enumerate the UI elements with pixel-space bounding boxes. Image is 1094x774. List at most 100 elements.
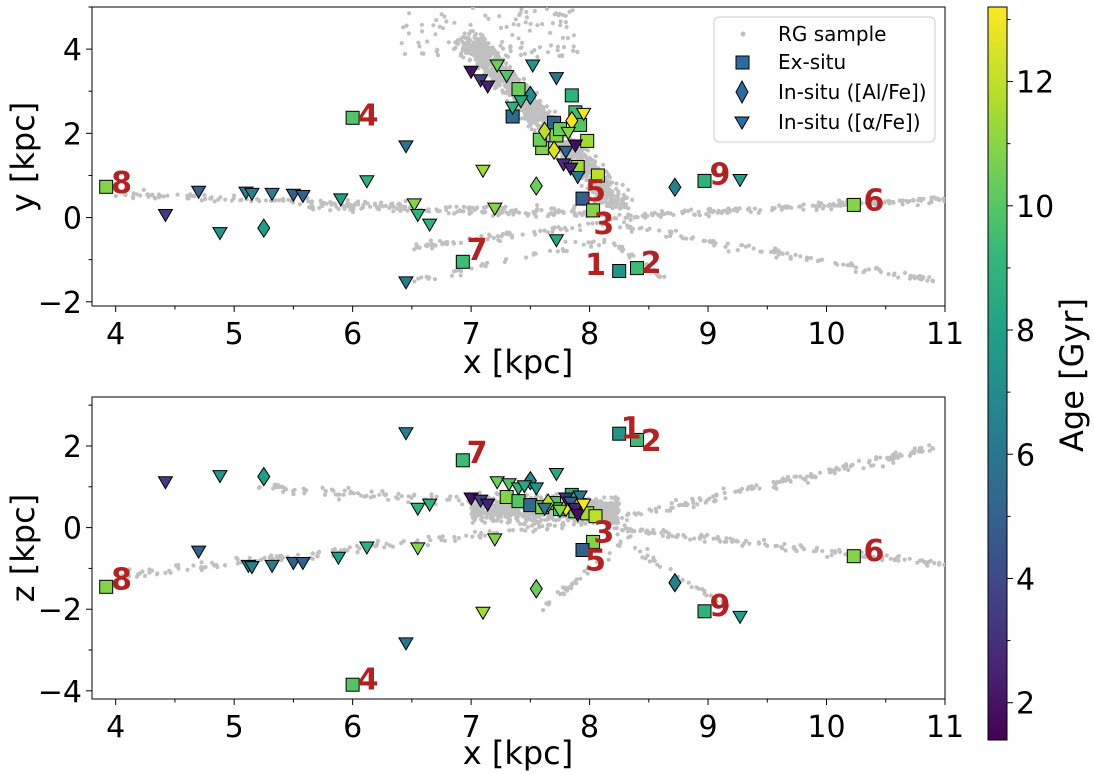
rg-sample-point: [355, 491, 360, 496]
rg-sample-point: [498, 43, 503, 48]
rg-sample-point: [399, 541, 404, 546]
rg-sample-point: [560, 247, 566, 252]
rg-sample-point: [816, 200, 821, 205]
rg-sample-point: [398, 208, 403, 213]
rg-sample-point: [310, 204, 315, 209]
rg-sample-point: [618, 246, 623, 251]
rg-sample-point: [519, 7, 524, 12]
rg-sample-point: [633, 214, 638, 219]
rg-sample-point: [497, 14, 502, 19]
rg-sample-point: [776, 248, 781, 253]
rg-sample-point: [508, 64, 513, 70]
in-situ-alfe-diamond-marker: [529, 176, 543, 196]
rg-sample-point: [919, 277, 924, 282]
ex-situ-square-marker: [586, 534, 601, 549]
rg-sample-point: [727, 207, 732, 213]
rg-sample-point: [513, 507, 518, 513]
ex-situ-square-marker: [586, 203, 601, 218]
rg-sample-point: [555, 44, 561, 49]
rg-sample-point: [185, 567, 190, 573]
rg-sample-point: [783, 548, 788, 553]
rg-sample-point: [315, 554, 320, 559]
colorbar-label: Age [Gyr]: [1053, 298, 1091, 452]
in-situ-alphafe-triangle-marker: [406, 198, 423, 212]
in-situ-alphafe-triangle-marker: [190, 185, 207, 200]
star-number-label: 5: [585, 543, 606, 578]
rg-sample-point: [495, 77, 500, 82]
rg-sample-point: [202, 196, 208, 202]
rg-sample-point: [606, 510, 611, 516]
rg-sample-point: [451, 240, 456, 245]
rg-sample-point: [610, 201, 615, 206]
rg-sample-point: [257, 485, 262, 490]
y-tick-label: 0: [63, 202, 82, 237]
rg-sample-point: [563, 13, 569, 18]
rg-sample-point: [387, 543, 392, 548]
rg-sample-point: [460, 39, 465, 44]
rg-sample-point: [662, 274, 667, 279]
rg-sample-point: [640, 555, 645, 560]
rg-sample-point: [550, 21, 556, 26]
rg-sample-point: [525, 525, 530, 530]
rg-sample-point: [518, 521, 523, 527]
rg-sample-point: [747, 541, 752, 546]
rg-sample-point: [186, 196, 191, 201]
rg-sample-point: [739, 243, 744, 248]
rg-sample-point: [552, 12, 557, 17]
rg-sample-point: [711, 238, 716, 244]
rg-sample-point: [506, 80, 512, 85]
rg-sample-point: [907, 556, 912, 561]
rg-sample-point: [720, 599, 725, 604]
star-number-label: 3: [593, 207, 614, 242]
rg-sample-point: [529, 518, 534, 523]
in-situ-alphafe-triangle-marker: [489, 59, 506, 73]
rg-sample-point: [515, 514, 520, 520]
rg-sample-point: [657, 228, 662, 233]
rg-sample-point: [591, 239, 596, 244]
rg-sample-point: [927, 443, 932, 448]
rg-sample-point: [569, 582, 574, 587]
rg-sample-point: [454, 204, 459, 209]
rg-sample-point: [612, 526, 617, 531]
rg-sample-point: [439, 12, 444, 17]
colorbar-tick-label: 6: [1016, 438, 1035, 473]
rg-sample-point: [505, 54, 511, 59]
rg-sample-point: [743, 244, 748, 249]
rg-sample-point: [589, 185, 594, 190]
rg-sample-point: [620, 515, 625, 521]
rg-sample-point: [467, 236, 472, 241]
rg-sample-point: [659, 212, 664, 217]
rg-sample-point: [407, 11, 412, 16]
rg-sample-point: [793, 474, 799, 479]
rg-sample-point: [853, 269, 858, 274]
rg-sample-point: [505, 86, 510, 91]
rg-sample-point: [627, 255, 632, 260]
rg-sample-point: [191, 563, 196, 568]
rg-sample-point: [396, 491, 401, 496]
rg-sample-point: [426, 534, 431, 539]
rg-sample-point: [734, 207, 739, 212]
rg-sample-point: [405, 208, 410, 213]
rg-sample-point: [517, 210, 522, 215]
rg-sample-point: [446, 211, 451, 216]
rg-sample-point: [528, 21, 533, 26]
rg-sample-point: [708, 593, 714, 598]
ex-situ-square-marker: [99, 579, 114, 594]
rg-sample-point: [733, 489, 738, 494]
rg-sample-point: [822, 204, 827, 209]
in-situ-alphafe-triangle-marker: [264, 559, 280, 574]
rg-sample-point: [919, 558, 925, 563]
rg-sample-point: [295, 552, 301, 557]
rg-sample-point: [533, 112, 538, 117]
rg-sample-point: [624, 518, 630, 523]
rg-sample-point: [785, 476, 790, 481]
rg-sample-point: [825, 554, 830, 560]
rg-sample-point: [670, 505, 675, 510]
rg-sample-point: [562, 225, 568, 231]
rg-sample-point: [490, 213, 495, 218]
rg-sample-point: [589, 244, 594, 249]
rg-sample-point: [747, 206, 752, 211]
rg-sample-point: [736, 488, 741, 493]
rg-sample-point: [510, 32, 515, 38]
